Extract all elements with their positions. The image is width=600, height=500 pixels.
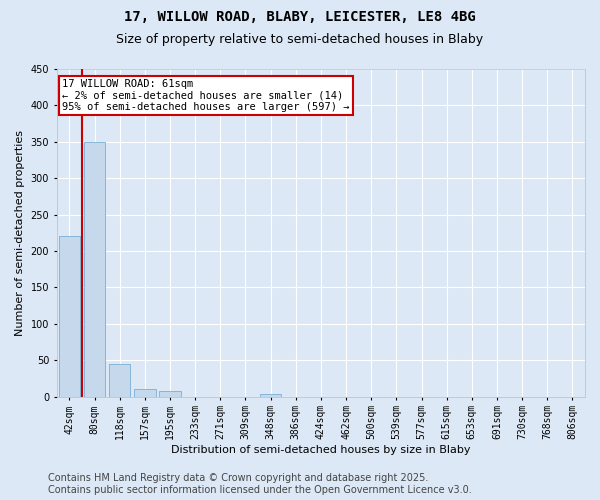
Text: 17 WILLOW ROAD: 61sqm
← 2% of semi-detached houses are smaller (14)
95% of semi-: 17 WILLOW ROAD: 61sqm ← 2% of semi-detac… xyxy=(62,79,350,112)
Bar xyxy=(260,394,281,396)
Bar xyxy=(109,364,130,396)
Text: 17, WILLOW ROAD, BLABY, LEICESTER, LE8 4BG: 17, WILLOW ROAD, BLABY, LEICESTER, LE8 4… xyxy=(124,10,476,24)
Text: Size of property relative to semi-detached houses in Blaby: Size of property relative to semi-detach… xyxy=(116,32,484,46)
Bar xyxy=(84,142,105,397)
Y-axis label: Number of semi-detached properties: Number of semi-detached properties xyxy=(15,130,25,336)
Text: Contains HM Land Registry data © Crown copyright and database right 2025.
Contai: Contains HM Land Registry data © Crown c… xyxy=(48,474,472,495)
Bar xyxy=(160,392,181,396)
Bar xyxy=(59,236,80,396)
Bar xyxy=(134,390,155,396)
X-axis label: Distribution of semi-detached houses by size in Blaby: Distribution of semi-detached houses by … xyxy=(171,445,470,455)
